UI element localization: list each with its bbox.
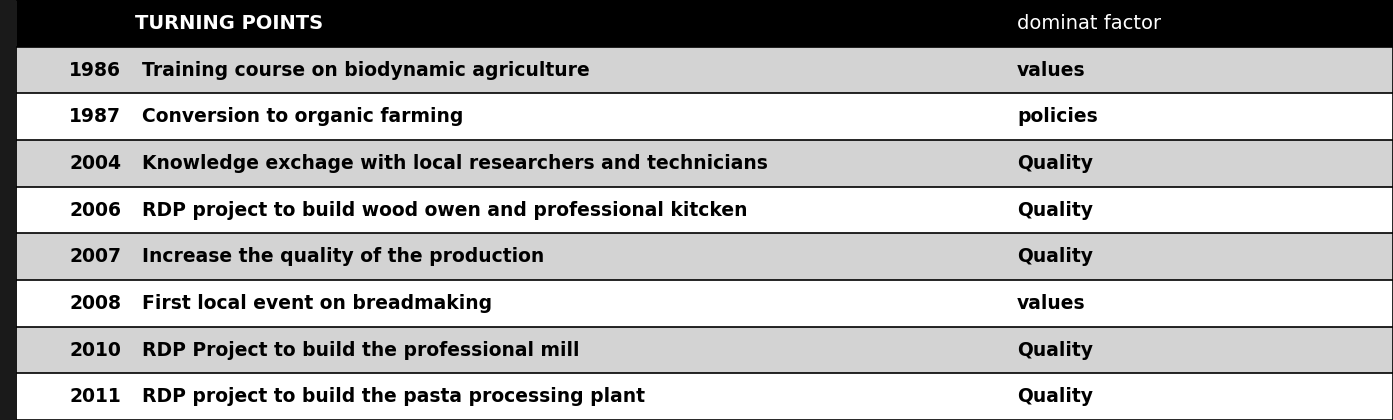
Text: Quality: Quality [1017, 200, 1094, 220]
Text: 2010: 2010 [70, 341, 121, 360]
Bar [17, 0, 1393, 47]
Text: 2004: 2004 [70, 154, 121, 173]
Bar [17, 140, 1393, 186]
Text: Training course on biodynamic agriculture: Training course on biodynamic agricultur… [142, 60, 589, 79]
Text: values: values [1017, 60, 1085, 79]
Text: values: values [1017, 294, 1085, 313]
Bar [17, 186, 1393, 234]
Text: TURNING POINTS: TURNING POINTS [135, 14, 323, 33]
Text: 2007: 2007 [70, 247, 121, 266]
Bar [17, 327, 1393, 373]
Text: 1986: 1986 [70, 60, 121, 79]
Text: First local event on breadmaking: First local event on breadmaking [142, 294, 492, 313]
Text: Quality: Quality [1017, 247, 1094, 266]
Text: Increase the quality of the production: Increase the quality of the production [142, 247, 545, 266]
Bar [17, 373, 1393, 420]
Text: 1987: 1987 [70, 107, 121, 126]
Text: 2008: 2008 [70, 294, 121, 313]
Text: Quality: Quality [1017, 154, 1094, 173]
Text: RDP project to build wood owen and professional kitcken: RDP project to build wood owen and profe… [142, 200, 748, 220]
Text: 2011: 2011 [70, 387, 121, 406]
Bar [17, 234, 1393, 280]
Bar [17, 47, 1393, 93]
Text: Knowledge exchage with local researchers and technicians: Knowledge exchage with local researchers… [142, 154, 768, 173]
Text: Conversion to organic farming: Conversion to organic farming [142, 107, 464, 126]
Text: RDP project to build the pasta processing plant: RDP project to build the pasta processin… [142, 387, 645, 406]
Text: dominat factor: dominat factor [1017, 14, 1160, 33]
Bar [0, 0, 17, 420]
Text: policies: policies [1017, 107, 1098, 126]
Bar [17, 93, 1393, 140]
Bar [17, 280, 1393, 327]
Text: Quality: Quality [1017, 387, 1094, 406]
Text: RDP Project to build the professional mill: RDP Project to build the professional mi… [142, 341, 579, 360]
Text: Quality: Quality [1017, 341, 1094, 360]
Text: 2006: 2006 [70, 200, 121, 220]
